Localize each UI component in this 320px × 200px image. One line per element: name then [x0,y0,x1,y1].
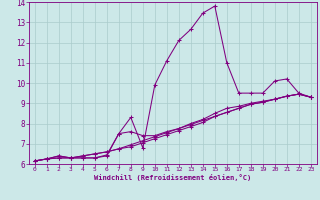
X-axis label: Windchill (Refroidissement éolien,°C): Windchill (Refroidissement éolien,°C) [94,174,252,181]
